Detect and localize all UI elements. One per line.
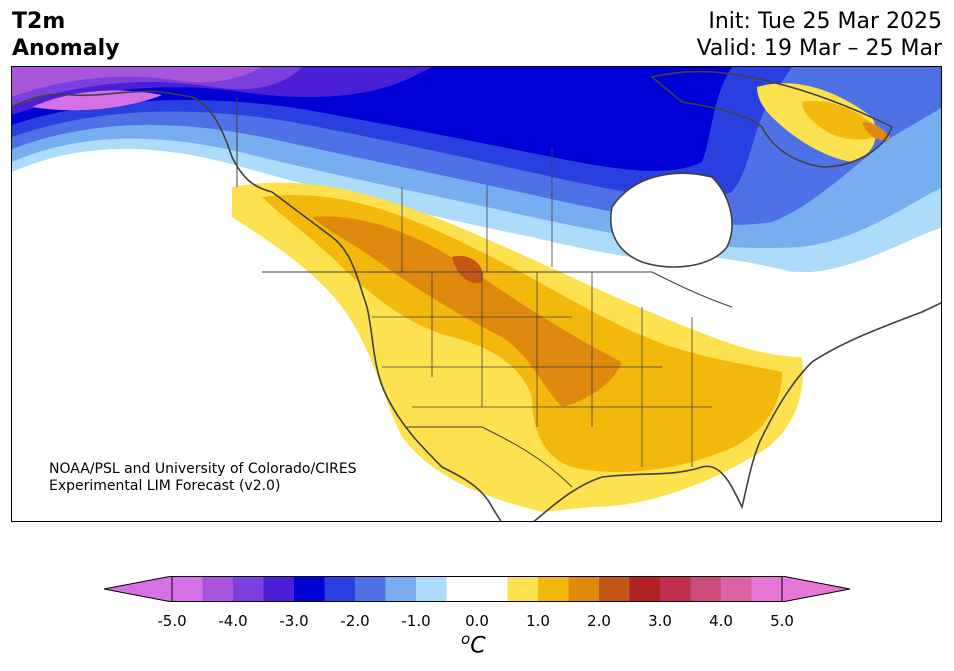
colorbar-unit: oC — [461, 630, 486, 658]
colorbar-extend-low — [104, 576, 173, 602]
credit-text: NOAA/PSL and University of Colorado/CIRE… — [49, 461, 357, 495]
colorbar-bin — [172, 576, 203, 602]
colorbar-bin — [721, 576, 752, 602]
colorbar-bin — [660, 576, 691, 602]
colorbar-tick-label: -3.0 — [279, 612, 309, 630]
forecast-dates: Init: Tue 25 Mar 2025 Valid: 19 Mar – 25… — [697, 8, 942, 62]
colorbar-tick-label: -4.0 — [218, 612, 248, 630]
colorbar-bin — [538, 576, 569, 602]
warm-patch-greenland-gold — [802, 101, 882, 140]
coastline-gulf-east — [533, 302, 941, 521]
colorbar-tick-label: 1.0 — [526, 612, 550, 630]
colorbar-bin — [324, 576, 356, 602]
colorbar-bin — [629, 576, 661, 602]
coastline-alaska — [12, 90, 273, 193]
coastline-west — [271, 191, 502, 521]
warm-band-burnt — [452, 256, 483, 284]
colorbar-bin — [263, 576, 295, 602]
cold-band-magenta — [32, 90, 162, 111]
border-us-canada — [262, 271, 733, 308]
coastline-hudson-bay — [610, 172, 733, 268]
credit-line-1: NOAA/PSL and University of Colorado/CIRE… — [49, 461, 357, 477]
cold-band-purple — [12, 67, 262, 97]
colorbar-bin — [477, 576, 508, 602]
colorbar-tick-label: 5.0 — [770, 612, 794, 630]
colorbar-bins — [172, 576, 783, 602]
border-us-mexico — [407, 426, 573, 488]
colorbar-tick-label: 3.0 — [648, 612, 672, 630]
colorbar-tick-labels: -5.0 -4.0 -3.0 -2.0 -1.0 0.0 1.0 2.0 3.0 4.0 5.0 — [0, 612, 954, 632]
colorbar-bin — [385, 576, 417, 602]
anomaly-map-svg — [12, 67, 941, 521]
colorbar-tick-label: -5.0 — [157, 612, 187, 630]
colorbar — [104, 576, 850, 602]
colorbar-bin — [355, 576, 386, 602]
title-line-2: Anomaly — [12, 36, 120, 61]
valid-range: Valid: 19 Mar – 25 Mar — [696, 36, 942, 61]
colorbar-bin — [233, 576, 264, 602]
colorbar-bin — [294, 576, 325, 602]
colorbar-bin — [416, 576, 447, 602]
init-date: Init: Tue 25 Mar 2025 — [708, 9, 942, 34]
unit-celsius: C — [470, 633, 486, 659]
colorbar-bin — [599, 576, 630, 602]
colorbar-tick-label: -1.0 — [401, 612, 431, 630]
colorbar-bin — [690, 576, 722, 602]
colorbar-tick-label: 0.0 — [465, 612, 489, 630]
state-lines — [372, 147, 712, 467]
cold-band-navy — [12, 67, 732, 171]
unit-degree: o — [461, 630, 471, 648]
colorbar-bin — [507, 576, 539, 602]
anomaly-map — [11, 66, 942, 522]
colorbar-bin — [446, 576, 478, 602]
colorbar-tick-label: 2.0 — [587, 612, 611, 630]
colorbar-bin — [751, 576, 783, 602]
coastline-greenland — [650, 70, 894, 168]
colorbar-tick-label: 4.0 — [709, 612, 733, 630]
colorbar-bin — [568, 576, 600, 602]
colorbar-bin — [202, 576, 234, 602]
credit-line-2: Experimental LIM Forecast (v2.0) — [49, 478, 281, 494]
map-title: T2m Anomaly — [12, 8, 119, 62]
colorbar-extend-high — [781, 576, 850, 602]
colorbar-outline — [171, 576, 783, 602]
colorbar-tick-label: -2.0 — [340, 612, 370, 630]
warm-patch-greenland-orange — [862, 122, 890, 141]
title-line-1: T2m — [12, 9, 66, 34]
warm-band-orange — [312, 216, 622, 407]
